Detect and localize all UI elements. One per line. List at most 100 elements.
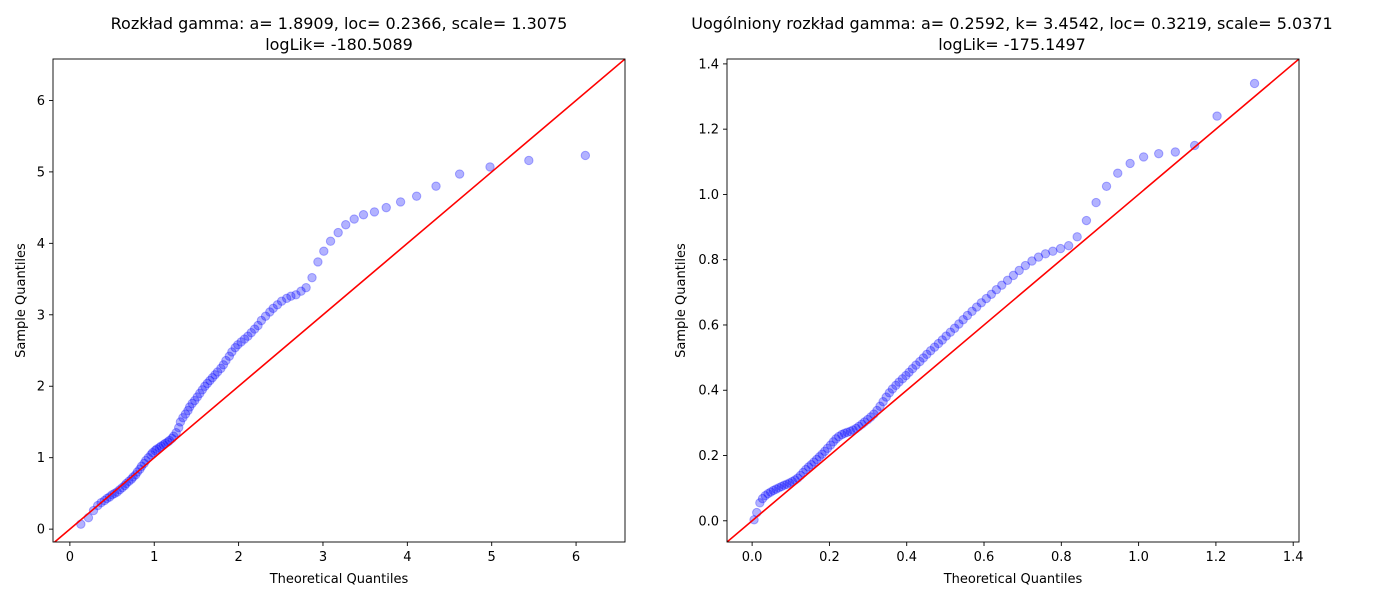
generalized-gamma-qq-panel: Uogólniony rozkład gamma: a= 0.2592, k= … [674,14,1333,587]
data-point [286,291,296,301]
data-point [207,372,218,383]
data-point [1125,158,1135,169]
data-point [212,367,223,377]
data-point [230,342,240,353]
data-point [1101,181,1112,191]
data-point [190,395,200,406]
data-point [763,489,773,499]
x-tick-label: 1.0 [1128,550,1149,565]
data-point [183,405,193,416]
data-point [121,478,132,489]
y-tick-label: 1.4 [698,57,719,72]
data-point [949,323,960,333]
gamma-qq-panel: Rozkład gamma: a= 1.8909, loc= 0.2366, s… [14,14,626,587]
data-point [156,441,166,451]
data-point [811,454,822,465]
x-tick-label: 0.4 [896,550,917,565]
y-tick-label: 6 [37,94,45,109]
data-point [801,464,811,475]
y-tick-label: 0.6 [698,318,719,333]
data-point [803,462,814,472]
data-point [842,427,852,438]
data-point [894,377,904,387]
data-point [109,488,120,499]
data-point [925,346,936,356]
data-point [884,388,895,398]
chart-subtitle-generalized-gamma: logLik= -175.1497 [938,35,1086,54]
data-point [431,181,441,191]
y-tick-label: 0.2 [698,449,719,464]
data-point [806,459,816,470]
x-tick-label: 4 [403,550,411,565]
data-point [174,422,184,433]
data-point [991,285,1002,295]
data-point [256,315,267,326]
x-axis-gamma: 0 1 2 3 4 5 6 [66,542,580,565]
y-tick-label: 5 [37,165,45,180]
data-point [136,461,147,471]
data-point [784,478,795,488]
y-tick-label: 0 [37,523,45,538]
data-point [276,296,287,306]
data-point [216,363,226,374]
y-axis-gamma: 0 1 2 3 4 5 6 [37,94,53,538]
data-point [967,306,977,316]
data-point [333,227,343,238]
data-point [997,280,1007,290]
data-point [752,507,762,518]
data-point [1154,148,1164,159]
data-point [1014,265,1024,276]
data-point [236,337,246,347]
data-point [319,246,329,256]
data-point [301,282,311,293]
data-point [1249,78,1260,89]
y-tick-label: 2 [37,380,45,395]
data-point [243,331,253,341]
data-point [180,409,191,419]
data-point [768,485,779,496]
data-point [976,298,987,308]
x-axis-label-gamma: Theoretical Quantiles [269,572,409,587]
data-point [779,480,789,490]
data-point [828,437,838,447]
data-point [907,364,918,374]
data-point [272,300,283,310]
data-point [954,319,964,329]
x-tick-label: 2 [234,550,242,565]
data-point [1008,270,1019,281]
data-point [83,513,94,523]
x-tick-label: 0.6 [974,550,995,565]
data-point [76,519,86,529]
data-point [349,214,359,224]
data-point [249,324,260,334]
y-tick-label: 4 [37,237,45,252]
data-point [820,446,830,456]
y-axis-label-generalized-gamma: Sample Quantiles [674,243,689,358]
y-tick-label: 0.8 [698,253,719,268]
data-point [878,396,888,407]
data-point [246,327,256,338]
data-point [178,412,188,423]
chart-subtitle-gamma: logLik= -180.5089 [265,35,413,54]
data-point [197,385,208,395]
reference-line-generalized-gamma [727,59,1299,542]
x-tick-label: 3 [319,550,327,565]
data-point [941,331,951,341]
data-point [260,311,271,321]
data-point [291,290,301,300]
data-point [929,342,940,352]
data-point [757,493,768,504]
x-tick-label: 6 [572,550,580,565]
data-point [771,484,781,494]
data-point [1091,197,1101,208]
data-point [325,236,336,246]
data-point [580,150,591,161]
data-point [765,487,776,497]
data-point [218,360,229,370]
data-point [395,197,406,207]
data-point [253,320,263,331]
data-point [124,476,134,486]
data-point [454,169,465,179]
data-point [848,425,858,435]
